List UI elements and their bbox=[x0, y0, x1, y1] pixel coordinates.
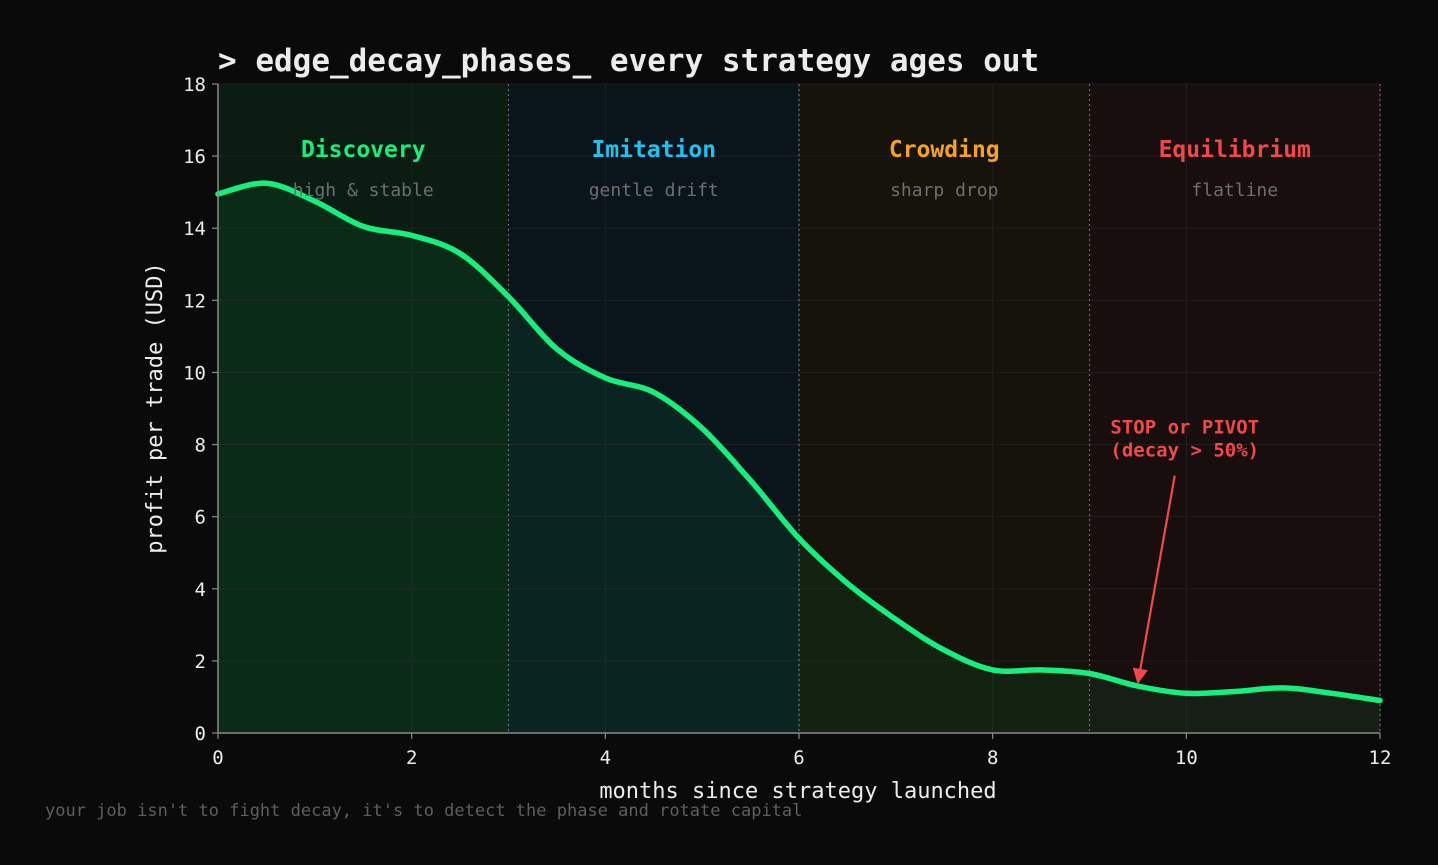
phase-bands bbox=[218, 84, 1380, 733]
x-tick-label: 2 bbox=[406, 747, 417, 769]
annotation-line: STOP or PIVOT bbox=[1110, 417, 1259, 439]
y-tick-label: 8 bbox=[195, 435, 206, 457]
x-tick-label: 6 bbox=[793, 747, 804, 769]
axes bbox=[212, 83, 1381, 739]
phase-band-equilibrium bbox=[1089, 84, 1380, 733]
x-tick-label: 10 bbox=[1175, 747, 1198, 769]
y-tick-label: 4 bbox=[195, 579, 206, 601]
y-tick-label: 2 bbox=[195, 651, 206, 673]
phase-name-equilibrium: Equilibrium bbox=[1159, 137, 1311, 163]
phase-name-crowding: Crowding bbox=[889, 137, 1000, 163]
x-tick-label: 8 bbox=[987, 747, 998, 769]
y-tick-labels: 0 2 4 6 8 10 12 14 16 18 bbox=[183, 74, 206, 745]
phase-desc-imitation: gentle drift bbox=[589, 180, 719, 201]
x-tick-label: 0 bbox=[212, 747, 223, 769]
annotation-line: (decay > 50%) bbox=[1110, 440, 1259, 462]
y-tick-label: 12 bbox=[183, 290, 206, 312]
stop-pivot-annotation: STOP or PIVOT(decay > 50%) bbox=[1110, 417, 1259, 685]
y-tick-label: 18 bbox=[183, 74, 206, 96]
y-tick-label: 14 bbox=[183, 218, 206, 240]
phase-desc-crowding: sharp drop bbox=[890, 180, 998, 201]
phase-labels: Discovery high & stable Imitation gentle dr… bbox=[293, 137, 1311, 201]
phase-name-discovery: Discovery bbox=[301, 137, 426, 163]
x-tick-label: 4 bbox=[600, 747, 611, 769]
y-axis-label: profit per trade (USD) bbox=[143, 262, 168, 553]
series-area-fill bbox=[218, 183, 1380, 733]
x-axis-label: months since strategy launched bbox=[599, 779, 996, 804]
footer-caption: your job isn't to fight decay, it's to d… bbox=[45, 801, 802, 821]
phase-band-discovery bbox=[218, 84, 509, 733]
x-tick-labels: 0 2 4 6 8 10 12 bbox=[212, 747, 1391, 769]
y-tick-label: 16 bbox=[183, 146, 206, 168]
series-line bbox=[215, 180, 1383, 704]
y-tick-label: 6 bbox=[195, 507, 206, 529]
phase-desc-equilibrium: flatline bbox=[1191, 180, 1278, 201]
annotation-arrow bbox=[1132, 475, 1176, 685]
phase-boundaries bbox=[507, 84, 1381, 733]
phase-desc-discovery: high & stable bbox=[293, 180, 434, 201]
phase-band-imitation bbox=[508, 84, 799, 733]
phase-name-imitation: Imitation bbox=[591, 137, 716, 163]
phase-band-crowding bbox=[799, 84, 1090, 733]
x-tick-label: 12 bbox=[1369, 747, 1392, 769]
y-tick-label: 0 bbox=[195, 723, 206, 745]
chart-title: > edge_decay_phases_ every strategy ages… bbox=[218, 43, 1039, 79]
y-tick-label: 10 bbox=[183, 362, 206, 384]
